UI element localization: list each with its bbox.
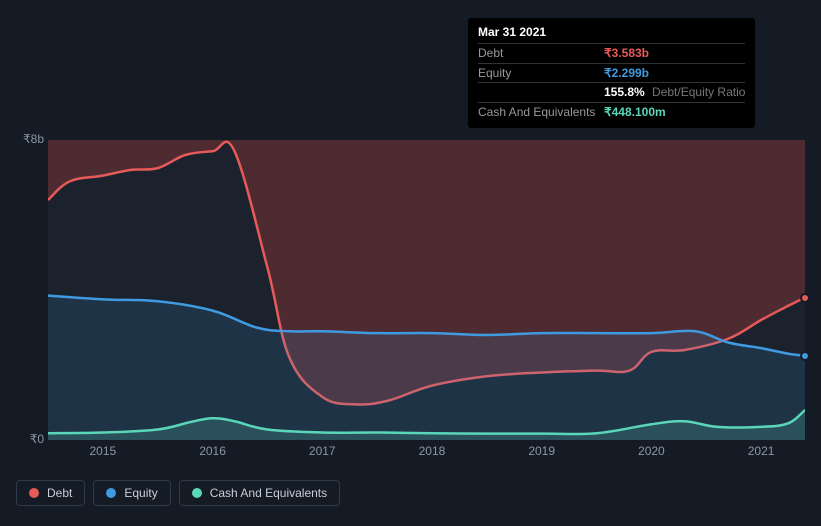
legend-label: Equity	[124, 486, 157, 500]
y-axis-tick: ₹0	[16, 432, 44, 446]
debt-legend-dot-icon	[29, 488, 39, 498]
legend-label: Cash And Equivalents	[210, 486, 327, 500]
x-axis-tick: 2016	[199, 444, 226, 458]
equity-end-marker	[800, 351, 810, 361]
tooltip-date: Mar 31 2021	[478, 24, 745, 43]
tooltip-row: Equity₹2.299b	[478, 63, 745, 83]
ratio-pct: 155.8%	[604, 85, 645, 99]
cash-legend-dot-icon	[192, 488, 202, 498]
tooltip-row-label: Debt	[478, 45, 604, 62]
chart-container: ₹0 ₹8b 2015 2016 2017 2018 2019 2020 2021	[16, 120, 805, 460]
legend-label: Debt	[47, 486, 72, 500]
y-axis-tick: ₹8b	[16, 132, 44, 146]
equity-legend-dot-icon	[106, 488, 116, 498]
cash-label: Cash And Equivalents	[478, 104, 604, 121]
tooltip-row-label: Equity	[478, 65, 604, 82]
ratio-label: Debt/Equity Ratio	[648, 85, 745, 99]
chart-tooltip: Mar 31 2021 Debt₹3.583bEquity₹2.299b 155…	[468, 18, 755, 128]
tooltip-row: Debt₹3.583b	[478, 43, 745, 63]
legend-item-debt[interactable]: Debt	[16, 480, 85, 506]
debt-end-marker	[800, 293, 810, 303]
chart-plot-area[interactable]	[48, 140, 805, 440]
legend-item-cash[interactable]: Cash And Equivalents	[179, 480, 340, 506]
x-axis-tick: 2019	[528, 444, 555, 458]
x-axis-tick: 2015	[89, 444, 116, 458]
x-axis-tick: 2020	[638, 444, 665, 458]
tooltip-row-value: ₹2.299b	[604, 65, 649, 82]
cash-value: ₹448.100m	[604, 104, 666, 121]
chart-legend: Debt Equity Cash And Equivalents	[16, 480, 340, 506]
x-axis-tick: 2021	[748, 444, 775, 458]
tooltip-ratio-row: 155.8% Debt/Equity Ratio	[478, 82, 745, 102]
legend-item-equity[interactable]: Equity	[93, 480, 170, 506]
chart-svg	[48, 140, 805, 440]
x-axis-tick: 2018	[419, 444, 446, 458]
tooltip-row-value: ₹3.583b	[604, 45, 649, 62]
tooltip-cash-row: Cash And Equivalents ₹448.100m	[478, 102, 745, 122]
x-axis-tick: 2017	[309, 444, 336, 458]
